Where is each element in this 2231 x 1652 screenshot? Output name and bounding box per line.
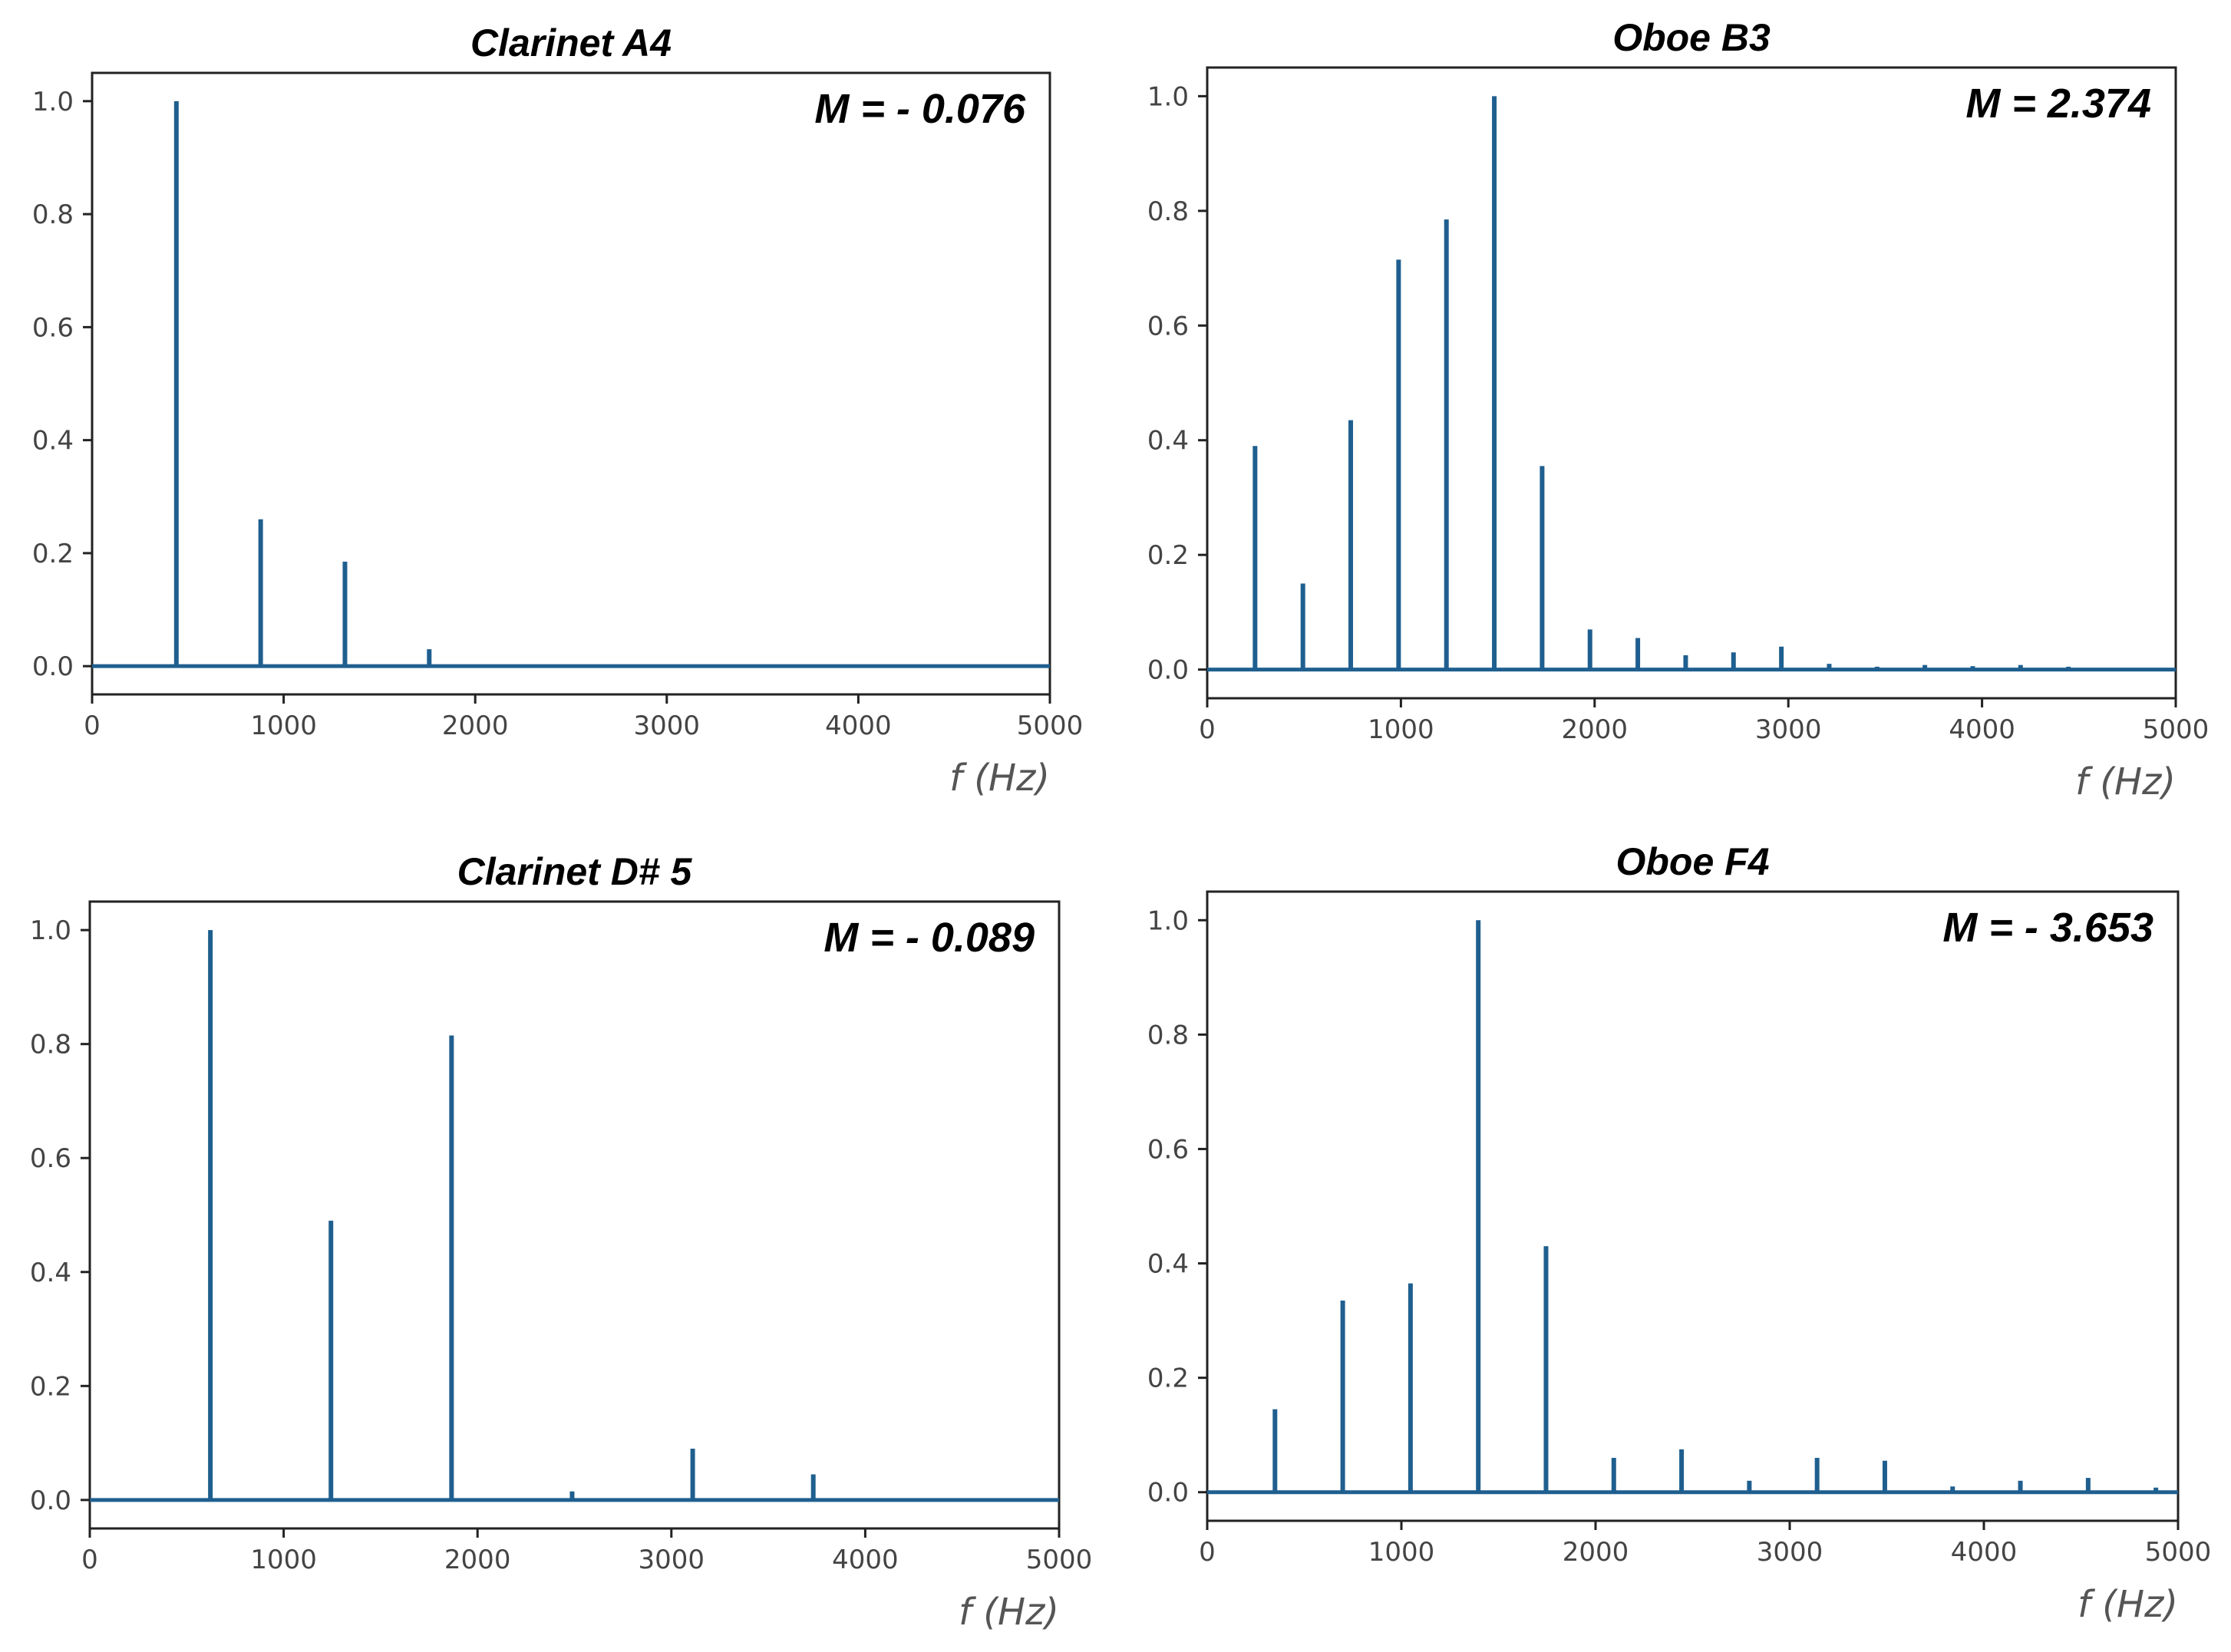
- y-tick-label: 0.6: [1147, 311, 1189, 341]
- x-tick-label: 4000: [825, 711, 892, 741]
- y-tick-label: 1.0: [1147, 905, 1189, 936]
- plot-frame: [1206, 890, 2180, 1522]
- y-tick-label: 0.4: [1147, 426, 1189, 457]
- x-tick-label: 4000: [832, 1545, 899, 1575]
- annotation-m-value: M = 2.374: [1965, 81, 2151, 127]
- y-tick-label: 1.0: [32, 87, 74, 117]
- x-tick-label: 3000: [1755, 714, 1822, 745]
- annotation-m-value: M = - 0.089: [823, 915, 1035, 961]
- y-tick-label: 0.4: [30, 1258, 71, 1288]
- plot-frame: [1206, 66, 2177, 700]
- x-tick-label: 3000: [634, 711, 701, 741]
- x-tick-label: 2000: [1562, 714, 1629, 745]
- y-tick-label: 0.6: [1147, 1134, 1189, 1165]
- x-tick-label: 5000: [2143, 714, 2210, 745]
- x-axis-label: f (Hz): [2075, 760, 2176, 803]
- x-tick-label: 2000: [442, 711, 509, 741]
- x-tick-label: 1000: [1368, 714, 1434, 745]
- chart-title: Clarinet D# 5: [457, 850, 693, 893]
- x-tick-label: 3000: [639, 1545, 705, 1575]
- chart-panel-clarinet-d-sharp-5: Clarinet D# 5 M = - 0.089 0.0 0.2 0.4 0.6 0.8 1…: [30, 850, 1092, 1634]
- plot-frame: [88, 900, 1061, 1530]
- annotation-m-value: M = - 3.653: [1942, 905, 2153, 951]
- x-tick-label: 5000: [1026, 1545, 1093, 1575]
- chart-title: Clarinet A4: [470, 21, 672, 64]
- x-axis-label: f (Hz): [949, 757, 1050, 800]
- chart-panel-clarinet-a4: Clarinet A4 M = - 0.076 0.0 0.2 0.4 0.6 0.8 1.0…: [32, 21, 1083, 800]
- y-tick-label: 0.2: [1147, 540, 1189, 571]
- y-tick-label: 0.4: [32, 426, 74, 457]
- x-tick-label: 1000: [250, 1545, 317, 1575]
- x-tick-label: 5000: [2145, 1537, 2212, 1568]
- y-tick-label: 0.0: [1147, 1478, 1189, 1509]
- y-tick-label: 0.0: [32, 651, 74, 682]
- chart-title: Oboe B3: [1612, 16, 1771, 59]
- x-axis-label: f (Hz): [959, 1591, 1059, 1634]
- x-tick-label: 0: [1199, 714, 1216, 745]
- x-tick-label: 5000: [1017, 711, 1084, 741]
- y-tick-label: 0.4: [1147, 1249, 1189, 1280]
- y-tick-label: 1.0: [30, 915, 71, 946]
- y-tick-label: 0.8: [30, 1030, 71, 1060]
- x-tick-label: 1000: [250, 711, 317, 741]
- x-tick-label: 4000: [1951, 1537, 2018, 1568]
- y-tick-label: 1.0: [1147, 81, 1189, 112]
- y-tick-label: 0.8: [1147, 196, 1189, 227]
- x-tick-label: 0: [84, 711, 101, 741]
- x-tick-label: 1000: [1368, 1537, 1435, 1568]
- x-tick-label: 0: [81, 1545, 98, 1575]
- chart-title: Oboe F4: [1615, 840, 1769, 883]
- chart-panel-oboe-f4: Oboe F4 M = - 3.653 0.0 0.2 0.4 0.6 0.8 1.0 0 100…: [1147, 840, 2211, 1626]
- y-tick-label: 0.6: [32, 312, 74, 343]
- x-tick-label: 3000: [1757, 1537, 1823, 1568]
- y-tick-label: 0.2: [30, 1371, 71, 1402]
- x-tick-label: 4000: [1949, 714, 2015, 745]
- y-tick-label: 0.6: [30, 1143, 71, 1174]
- x-tick-label: 2000: [1563, 1537, 1629, 1568]
- plot-frame: [91, 71, 1051, 696]
- y-tick-label: 0.8: [1147, 1020, 1189, 1050]
- annotation-m-value: M = - 0.076: [814, 86, 1026, 132]
- y-tick-label: 0.2: [32, 539, 74, 569]
- y-tick-label: 0.8: [32, 199, 74, 230]
- x-tick-label: 0: [1199, 1537, 1216, 1568]
- x-tick-label: 2000: [444, 1545, 511, 1575]
- x-axis-label: f (Hz): [2078, 1583, 2178, 1626]
- y-tick-label: 0.0: [1147, 655, 1189, 686]
- y-tick-label: 0.2: [1147, 1363, 1189, 1394]
- y-tick-label: 0.0: [30, 1485, 71, 1516]
- chart-panel-oboe-b3: Oboe B3 M = 2.374 0.0 0.2 0.4 0.6 0.8 1.0 0 1000 2…: [1147, 16, 2209, 803]
